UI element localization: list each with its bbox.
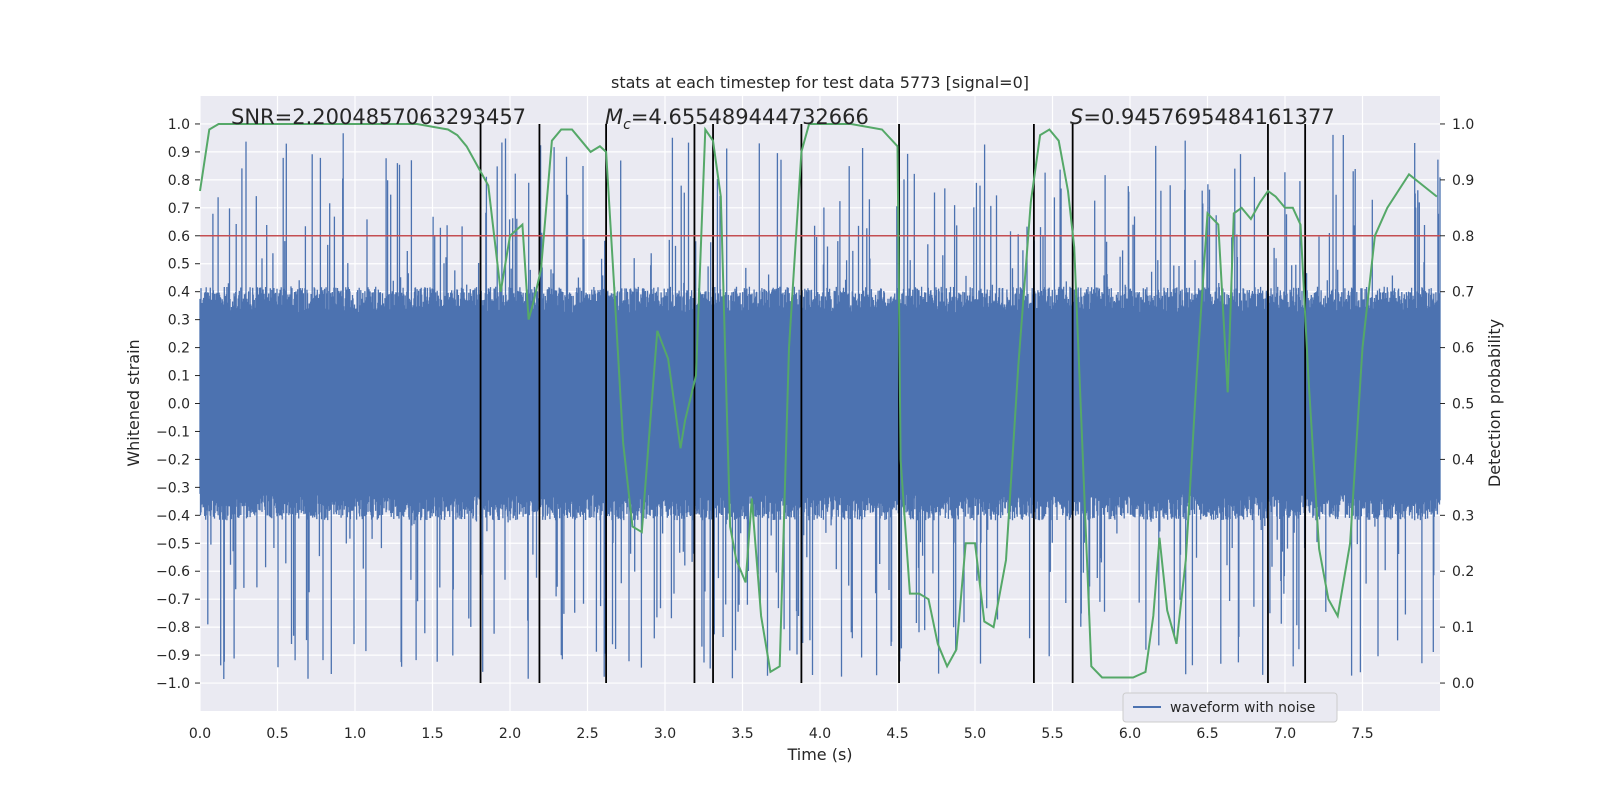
right-y-axis-label: Detection probability <box>1485 319 1504 487</box>
x-tick-label-4: 2.0 <box>499 726 521 742</box>
x-tick-label-12: 6.0 <box>1119 726 1141 742</box>
left-tick-label-6: 0.4 <box>168 285 190 301</box>
right-tick-label-8: 0.2 <box>1452 564 1474 580</box>
x-tick-label-7: 3.5 <box>731 726 753 742</box>
left-tick-label-11: −0.1 <box>156 424 190 440</box>
left-tick-label-16: −0.6 <box>156 564 190 580</box>
left-tick-label-4: 0.6 <box>168 229 190 245</box>
legend-box <box>1122 692 1338 723</box>
x-tick-label-0: 0.0 <box>189 726 211 742</box>
left-tick-label-13: −0.3 <box>156 480 190 496</box>
x-tick-label-1: 0.5 <box>266 726 288 742</box>
left-tick-label-1: 0.9 <box>168 145 190 161</box>
right-tick-label-6: 0.4 <box>1452 452 1474 468</box>
x-tick-label-8: 4.0 <box>809 726 831 742</box>
detection-probability-series <box>199 123 1438 679</box>
x-tick-label-6: 3.0 <box>654 726 676 742</box>
s-value: =0.9457695484161377 <box>1083 105 1334 129</box>
left-tick-label-5: 0.5 <box>168 257 190 273</box>
left-tick-label-8: 0.2 <box>168 341 190 357</box>
right-tick-label-1: 0.9 <box>1452 173 1474 189</box>
left-tick-label-19: −0.9 <box>156 648 190 664</box>
detection-probability-line <box>199 123 1438 679</box>
left-tick-label-18: −0.8 <box>156 620 190 636</box>
right-tick-label-2: 0.8 <box>1452 229 1474 245</box>
snr-annotation: SNR=2.2004857063293457 <box>231 105 526 129</box>
x-tick-label-10: 5.0 <box>964 726 986 742</box>
left-tick-label-10: 0.0 <box>168 397 190 413</box>
x-tick-label-11: 5.5 <box>1041 726 1063 742</box>
right-tick-label-9: 0.1 <box>1452 620 1474 636</box>
x-tick-label-13: 6.5 <box>1196 726 1218 742</box>
s-symbol: S <box>1070 105 1083 129</box>
left-tick-label-2: 0.8 <box>168 173 190 189</box>
waveform-line <box>199 133 1441 679</box>
right-tick-label-7: 0.3 <box>1452 508 1474 524</box>
left-tick-label-12: −0.2 <box>156 452 190 468</box>
x-tick-label-2: 1.0 <box>344 726 366 742</box>
chirp-mass-annotation: Mc=4.655489444732666 <box>605 105 869 133</box>
x-tick-label-3: 1.5 <box>421 726 443 742</box>
left-tick-label-3: 0.7 <box>168 201 190 217</box>
right-tick-label-4: 0.6 <box>1452 341 1474 357</box>
right-tick-label-5: 0.5 <box>1452 397 1474 413</box>
x-axis-label: Time (s) <box>786 745 852 764</box>
left-tick-label-14: −0.4 <box>156 508 190 524</box>
x-tick-label-15: 7.5 <box>1351 726 1373 742</box>
left-tick-label-7: 0.3 <box>168 313 190 329</box>
chirp-mass-value: =4.655489444732666 <box>631 105 869 129</box>
right-tick-label-3: 0.7 <box>1452 285 1474 301</box>
legend-waveform-label: waveform with noise <box>1170 700 1315 716</box>
left-tick-label-17: −0.7 <box>156 592 190 608</box>
x-tick-label-5: 2.5 <box>576 726 598 742</box>
left-tick-label-20: −1.0 <box>156 676 190 692</box>
chirp-mass-symbol: M <box>605 105 623 129</box>
left-tick-label-0: 1.0 <box>168 117 190 133</box>
chart-title: stats at each timestep for test data 577… <box>611 73 1029 92</box>
left-y-axis-label: Whitened strain <box>124 339 143 466</box>
legend: waveform with noise <box>1122 692 1338 723</box>
x-tick-label-9: 4.5 <box>886 726 908 742</box>
left-tick-label-15: −0.5 <box>156 536 190 552</box>
s-annotation: S=0.9457695484161377 <box>1070 105 1335 129</box>
right-tick-label-0: 1.0 <box>1452 117 1474 133</box>
waveform-series <box>199 133 1441 679</box>
left-tick-label-9: 0.1 <box>168 369 190 385</box>
chirp-mass-subscript: c <box>623 117 631 133</box>
x-tick-label-14: 7.0 <box>1274 726 1296 742</box>
ticks: 0.0 0.5 1.0 1.5 2.0 2.5 3.0 3.5 4.0 4.5 5.0 5.5 6.0 6… <box>156 117 1474 742</box>
right-tick-label-10: 0.0 <box>1452 676 1474 692</box>
